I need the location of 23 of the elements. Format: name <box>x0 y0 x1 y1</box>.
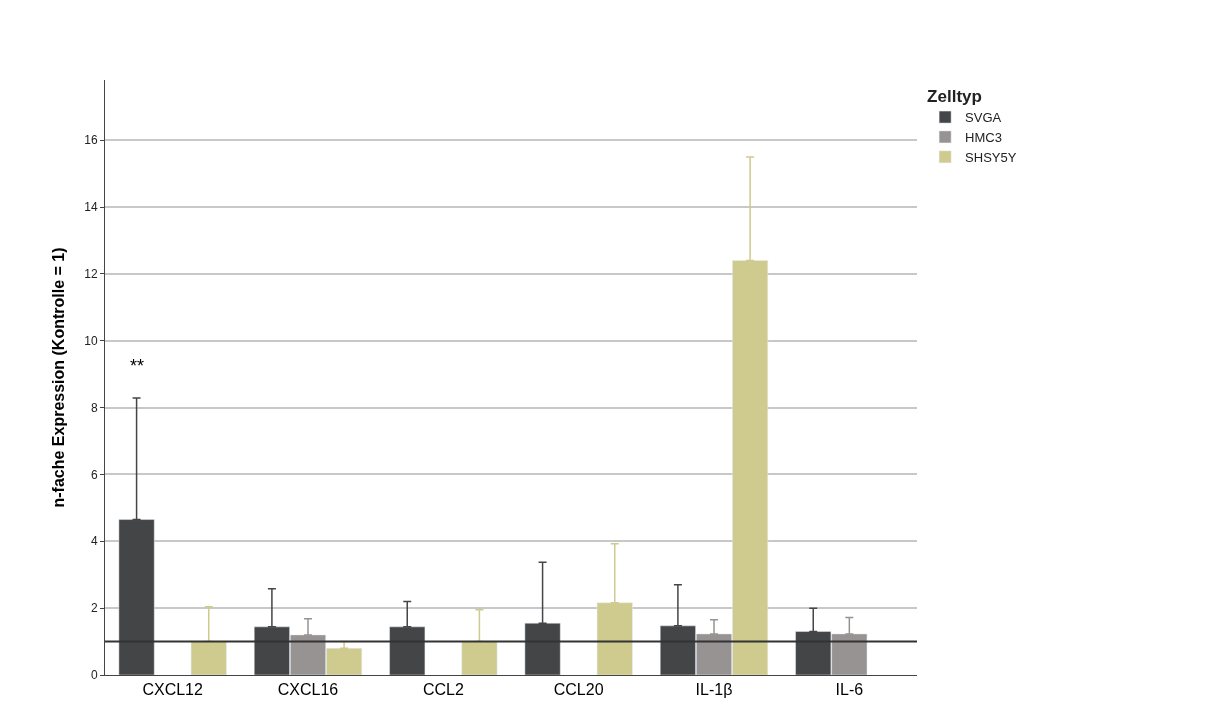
y-tick-label: 14 <box>84 200 98 215</box>
y-axis-title: n-fache Expression (Kontrolle = 1) <box>50 247 68 508</box>
y-tick-label: 8 <box>90 400 98 415</box>
bar <box>461 641 498 675</box>
y-tick-label: 2 <box>90 601 98 616</box>
annotation: ** <box>130 356 145 376</box>
bar <box>190 641 227 675</box>
y-tick-label: 4 <box>90 534 98 549</box>
x-tick-label: CXCL16 <box>277 681 339 699</box>
x-tick-label: CCL2 <box>422 681 464 699</box>
x-tick-label: IL-6 <box>835 681 864 699</box>
legend-label: HMC3 <box>965 130 1002 146</box>
x-tick-label: CXCL12 <box>142 681 204 699</box>
y-tick-label: 6 <box>90 467 98 482</box>
legend-label: SHSY5Y <box>965 149 1017 165</box>
y-tick-label: 12 <box>84 267 98 282</box>
y-tick-label: 0 <box>90 668 98 683</box>
legend-title: Zelltyp <box>927 87 982 107</box>
x-tick-label: CCL20 <box>553 681 604 699</box>
x-tick-label: IL-1β <box>695 681 733 699</box>
legend-label: SVGA <box>965 110 1002 126</box>
y-tick-label: 10 <box>84 333 98 348</box>
y-tick-label: 16 <box>84 133 98 148</box>
